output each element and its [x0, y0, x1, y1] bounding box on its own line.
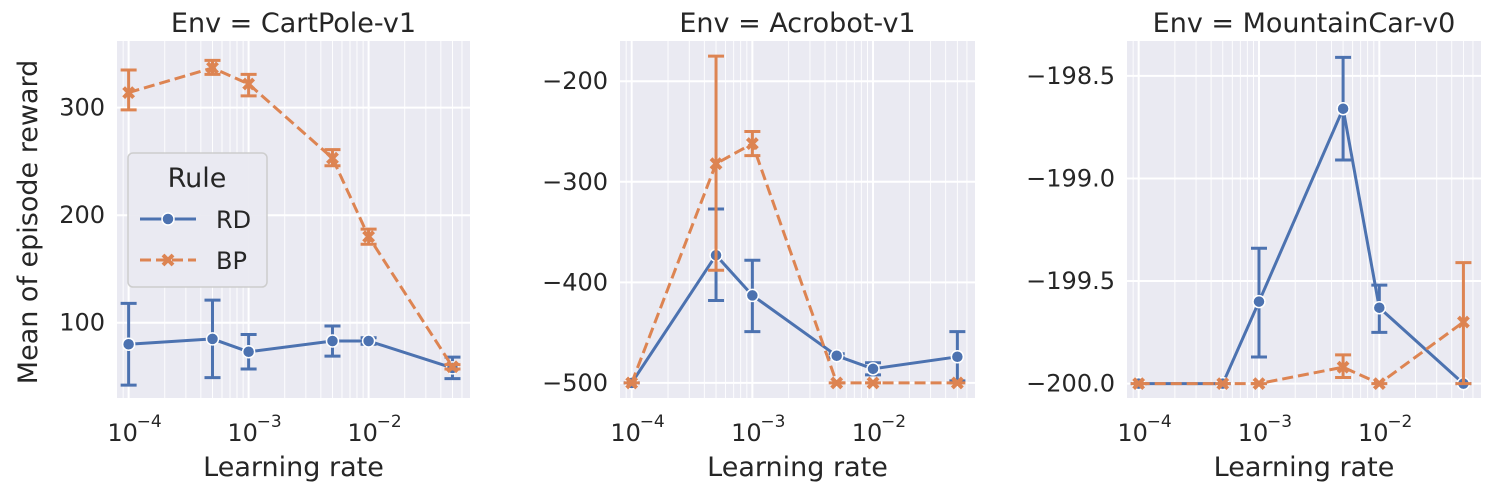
x-tick-label: 10 — [731, 419, 762, 447]
panel-3: −200.0−199.5−199.0−198.510−4 10−3 10−2Env … — [1026, 8, 1481, 483]
series-line — [128, 66, 454, 368]
legend-marker-bp — [161, 253, 175, 267]
data-point — [1372, 377, 1386, 391]
data-point — [122, 86, 136, 100]
x-tick-label: 10 — [610, 419, 641, 447]
x-axis-label: Learning rate — [1214, 452, 1395, 483]
x-tick-exponent: −4 — [1147, 412, 1172, 432]
x-tick-exponent: −2 — [377, 412, 402, 432]
panel-title: Env = CartPole-v1 — [171, 8, 416, 39]
x-tick-label: 10 — [1238, 419, 1269, 447]
data-point — [625, 376, 639, 390]
x-tick-exponent: −2 — [881, 412, 906, 432]
data-point — [830, 376, 844, 390]
x-tick-exponent: −3 — [1267, 412, 1292, 432]
x-tick-exponent: −3 — [257, 412, 282, 432]
series-BP — [1130, 261, 1472, 391]
x-tick-exponent: −3 — [760, 412, 785, 432]
y-axis-label: Mean of episode reward — [13, 60, 44, 384]
plot-background — [620, 41, 975, 398]
data-point — [866, 376, 880, 390]
data-point — [446, 360, 459, 374]
legend-box — [127, 152, 268, 288]
data-point — [205, 332, 220, 346]
series-line — [630, 252, 958, 384]
legend-marker-rd — [161, 212, 175, 226]
x-axis-label: Learning rate — [707, 452, 888, 483]
data-point — [950, 376, 964, 390]
x-tick-label: 10 — [1358, 419, 1389, 447]
y-tick-label: −300 — [542, 168, 608, 196]
x-tick-exponent: −4 — [640, 412, 665, 432]
x-tick-label: 10 — [1117, 419, 1148, 447]
data-point — [709, 157, 723, 171]
x-tick-exponent: −4 — [137, 412, 162, 432]
y-tick-label: −200.0 — [1026, 370, 1115, 398]
data-point — [1132, 377, 1146, 391]
series-RD — [623, 207, 966, 390]
y-tick-label: −199.5 — [1026, 267, 1115, 295]
legend-label-rd: RD — [216, 206, 251, 234]
data-point — [745, 288, 760, 303]
data-point — [866, 362, 880, 376]
x-tick-exponent: −2 — [1387, 412, 1412, 432]
data-point — [121, 337, 136, 351]
panel-title: Env = Acrobot-v1 — [679, 8, 915, 39]
y-tick-label: 200 — [59, 201, 105, 229]
x-tick-label: 10 — [347, 419, 378, 447]
y-tick-label: −400 — [542, 268, 608, 296]
plot-background — [1127, 41, 1481, 398]
x-tick-label: 10 — [107, 419, 138, 447]
data-point — [829, 349, 844, 363]
data-point — [950, 350, 965, 364]
y-tick-label: −500 — [542, 369, 608, 397]
series-line — [630, 141, 958, 385]
x-tick-label: 10 — [852, 419, 883, 447]
data-point — [1372, 300, 1387, 315]
x-tick-label: 10 — [227, 419, 258, 447]
legend-title: Rule — [168, 163, 227, 194]
legend-label-bp: BP — [216, 247, 247, 275]
x-axis-label: Learning rate — [203, 452, 384, 483]
series-line — [1138, 320, 1465, 386]
y-tick-label: −198.5 — [1026, 62, 1115, 90]
data-point — [745, 137, 759, 150]
data-point — [1252, 294, 1266, 309]
data-point — [1336, 101, 1350, 116]
data-point — [1252, 377, 1266, 391]
data-point — [242, 77, 256, 91]
data-point — [1336, 360, 1350, 374]
series-line — [128, 337, 453, 370]
y-tick-label: 100 — [59, 309, 105, 337]
data-point — [206, 61, 219, 75]
data-point — [241, 345, 256, 359]
data-point — [361, 334, 376, 348]
data-point — [326, 151, 339, 165]
y-tick-label: −199.0 — [1026, 164, 1115, 192]
data-point — [1216, 377, 1230, 391]
series-BP — [120, 58, 461, 374]
data-point — [362, 230, 376, 244]
y-tick-label: −200 — [542, 67, 608, 95]
legend: Rule RD BP — [127, 152, 268, 288]
data-point — [325, 334, 340, 348]
series-BP — [623, 54, 966, 390]
y-tick-label: 300 — [59, 94, 105, 122]
panel-title: Env = MountainCar-v0 — [1153, 8, 1456, 39]
data-point — [1457, 315, 1470, 329]
